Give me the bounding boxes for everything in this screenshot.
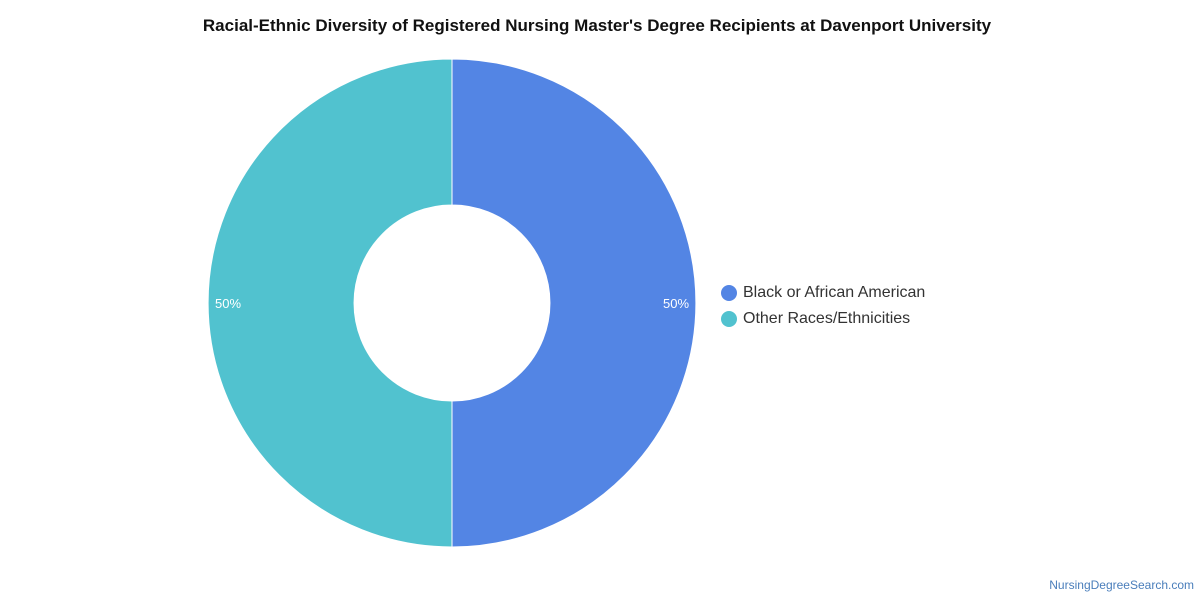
chart-legend: Black or African American Other Races/Et… [721,280,925,332]
source-credit-link[interactable]: NursingDegreeSearch.com [1049,578,1194,592]
legend-swatch-icon [721,311,737,327]
data-label-black-or-african-american: 50% [663,296,689,311]
chart-title: Racial-Ethnic Diversity of Registered Nu… [202,16,992,35]
legend-label: Other Races/Ethnicities [743,310,911,327]
slice-other-races-ethnicities[interactable] [207,58,453,548]
legend-label: Black or African American [743,284,926,301]
data-label-other-races-ethnicities: 50% [215,296,241,311]
legend-item-black-or-african-american[interactable]: Black or African American [721,280,925,306]
slice-black-or-african-american[interactable] [451,58,697,548]
legend-item-other-races-ethnicities[interactable]: Other Races/Ethnicities [721,306,925,332]
legend-swatch-icon [721,285,737,301]
